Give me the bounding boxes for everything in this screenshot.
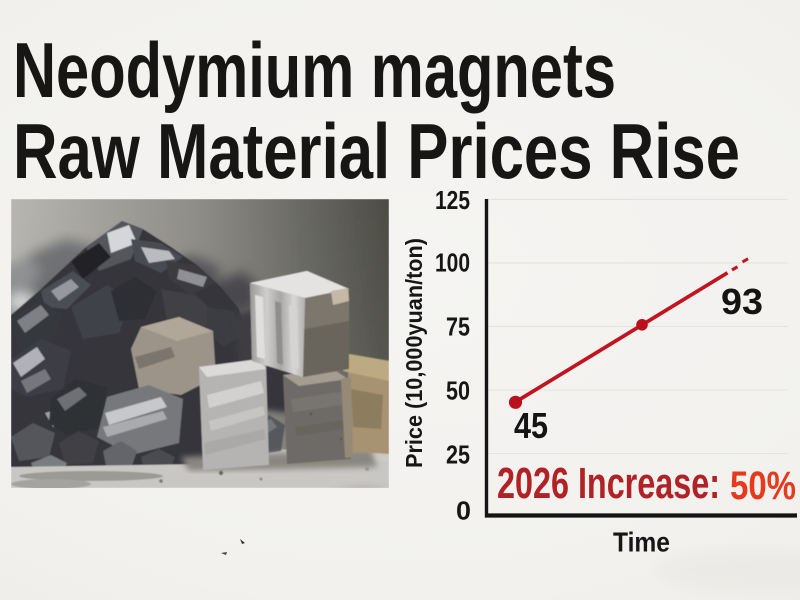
svg-text:100: 100 bbox=[435, 248, 470, 278]
svg-text:Price (10,000yuan/ton): Price (10,000yuan/ton) bbox=[401, 238, 427, 468]
svg-text:50: 50 bbox=[446, 375, 470, 405]
svg-text:50%: 50% bbox=[730, 464, 796, 508]
svg-text:Time: Time bbox=[613, 526, 670, 557]
svg-text:2026 Increase:: 2026 Increase: bbox=[497, 459, 720, 508]
svg-text:Neodymium magnets: Neodymium magnets bbox=[13, 26, 616, 114]
svg-text:125: 125 bbox=[435, 185, 470, 215]
svg-text:0: 0 bbox=[456, 496, 471, 526]
svg-text:25: 25 bbox=[446, 439, 470, 469]
svg-text:93: 93 bbox=[721, 281, 763, 322]
svg-text:45: 45 bbox=[514, 405, 548, 446]
svg-text:75: 75 bbox=[446, 311, 470, 341]
svg-text:Raw Material Prices Rise: Raw Material Prices Rise bbox=[13, 107, 740, 195]
